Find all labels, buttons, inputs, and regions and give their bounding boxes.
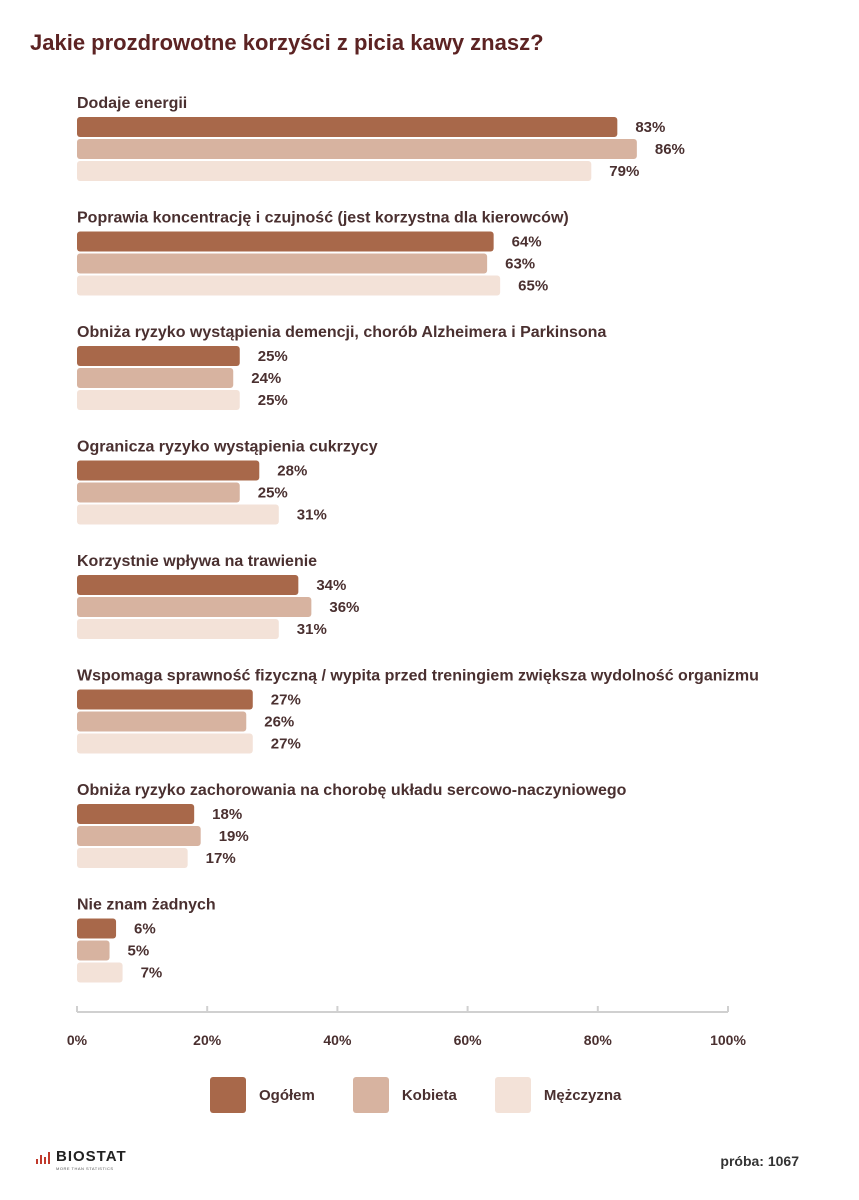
data-label: 6% (134, 921, 156, 938)
bar (77, 918, 117, 939)
bar (77, 460, 260, 481)
bar (77, 346, 240, 366)
category-label: Poprawia koncentrację i czujność (jest k… (77, 210, 569, 227)
data-label: 83% (635, 119, 665, 136)
bar (77, 482, 240, 503)
x-tick-label: 20% (193, 1032, 222, 1048)
bar (77, 689, 253, 710)
data-label: 34% (316, 577, 346, 594)
data-label: 25% (258, 392, 288, 409)
x-tick-label: 0% (67, 1032, 88, 1048)
bar (77, 275, 501, 296)
x-tick-label: 40% (323, 1032, 352, 1048)
category-label: Wspomaga sprawność fizyczną / wypita prz… (77, 668, 759, 685)
data-label: 17% (206, 850, 236, 867)
bar (77, 504, 279, 525)
data-label: 65% (518, 278, 548, 295)
data-label: 86% (655, 141, 685, 158)
data-label: 25% (258, 485, 288, 502)
biostat-logo: BIOSTAT MORE THAN STATISTICS (36, 1148, 127, 1171)
data-label: 63% (505, 256, 535, 273)
legend-item-kobieta: Kobieta (352, 1077, 457, 1113)
bar-chart-icon (36, 1150, 52, 1164)
data-label: 31% (297, 507, 327, 524)
legend-swatch (210, 1077, 246, 1113)
data-label: 5% (128, 943, 150, 960)
legend-item-ogolem: Ogółem (210, 1077, 315, 1113)
bar (77, 619, 279, 639)
legend-swatch (352, 1077, 389, 1113)
legend-item-mezczyzna: Mężczyzna (494, 1077, 622, 1113)
bar (77, 711, 247, 732)
bar (77, 231, 494, 252)
category-label: Korzystnie wpływa na trawienie (77, 553, 317, 570)
legend-label: Ogółem (259, 1086, 315, 1104)
bar (77, 368, 234, 388)
bar (77, 597, 312, 617)
data-label: 25% (258, 348, 288, 365)
data-label: 27% (271, 736, 301, 753)
legend-swatch (494, 1077, 531, 1113)
data-label: 79% (609, 163, 639, 180)
logo-text: BIOSTAT (56, 1148, 127, 1165)
category-label: Obniża ryzyko zachorowania na chorobę uk… (77, 782, 627, 799)
data-label: 28% (277, 463, 307, 480)
bar (77, 826, 201, 846)
bar-chart: Dodaje energii 83% 86% 79% Poprawia koncentr… (67, 95, 759, 1048)
data-label: 19% (219, 828, 249, 845)
data-label: 26% (264, 714, 294, 731)
bar (77, 139, 637, 159)
x-tick-label: 100% (710, 1032, 746, 1048)
bar (77, 962, 123, 983)
data-label: 7% (141, 965, 163, 982)
x-tick-label: 60% (454, 1032, 483, 1048)
legend-label: Kobieta (401, 1086, 457, 1104)
data-label: 24% (251, 370, 281, 387)
x-tick-label: 80% (584, 1032, 613, 1048)
category-label: Nie znam żadnych (77, 897, 216, 914)
bar (77, 390, 240, 410)
category-label: Obniża ryzyko wystąpienia demencji, chor… (77, 324, 606, 341)
data-label: 64% (512, 234, 542, 251)
legend-label: Mężczyzna (543, 1086, 622, 1104)
data-label: 18% (212, 806, 242, 823)
data-label: 31% (297, 621, 327, 638)
logo-tagline: MORE THAN STATISTICS (56, 1166, 114, 1171)
bar (77, 848, 188, 868)
bar (77, 804, 195, 824)
bar (77, 253, 488, 274)
category-label: Ogranicza ryzyko wystąpienia cukrzycy (77, 439, 378, 456)
bar (77, 161, 592, 181)
bar (77, 575, 299, 595)
data-label: 27% (271, 692, 301, 709)
data-label: 36% (329, 599, 359, 616)
bar (77, 117, 618, 137)
category-label: Dodaje energii (77, 95, 187, 112)
chart-legend: Ogółem Kobieta Mężczyzna (210, 1077, 659, 1113)
bar (77, 940, 110, 961)
chart-title: Jakie prozdrowotne korzyści z picia kawy… (30, 30, 544, 55)
bar (77, 733, 253, 754)
sample-size: próba: 1067 (720, 1153, 799, 1169)
